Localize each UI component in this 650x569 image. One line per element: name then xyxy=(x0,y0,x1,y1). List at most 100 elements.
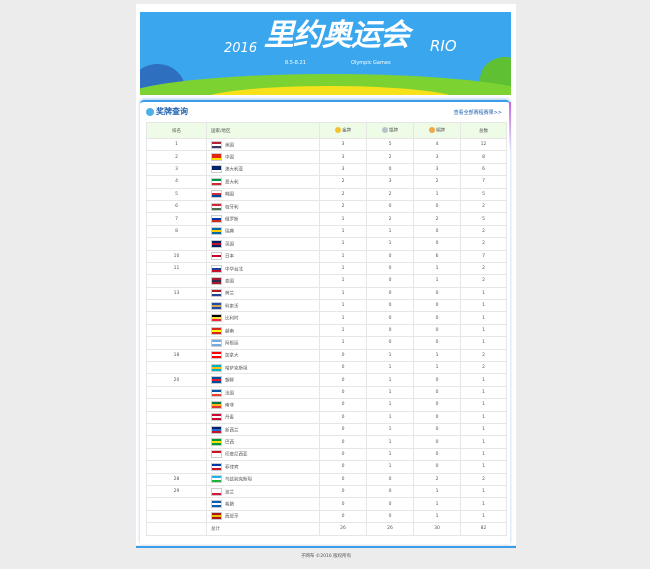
country-name: 朝鲜 xyxy=(225,378,234,384)
bronze-cell: 0 xyxy=(413,311,461,325)
silver-cell: 0 xyxy=(366,199,414,214)
country-flag-icon xyxy=(211,165,222,174)
country-name: 日本 xyxy=(225,254,234,260)
country-cell: 波兰 xyxy=(206,484,320,499)
bronze-cell: 0 xyxy=(413,447,461,462)
gold-cell: 1 xyxy=(319,212,367,226)
table-row: 阿根廷 1 0 0 1 xyxy=(146,336,507,350)
bronze-cell: 1 xyxy=(413,361,461,375)
country-flag-icon xyxy=(211,326,222,335)
gold-cell: 0 xyxy=(319,385,367,400)
view-all-results-link[interactable]: 查看全部赛程赛果>> xyxy=(453,110,502,116)
table-row: 28 乌兹别克斯坦 0 0 2 2 xyxy=(146,472,507,486)
country-flag-icon xyxy=(211,450,222,459)
bronze-cell: 0 xyxy=(413,410,461,425)
rank-cell xyxy=(146,398,207,412)
rank-cell xyxy=(146,422,207,437)
total-cell: 1 xyxy=(460,398,507,412)
country-cell: 南非 xyxy=(206,398,320,412)
silver-cell: 5 xyxy=(366,137,414,152)
country-cell: 巴西 xyxy=(206,435,320,449)
table-row: 越南 1 0 0 1 xyxy=(146,323,507,338)
gold-cell: 3 xyxy=(319,162,367,177)
rank-cell xyxy=(146,274,207,288)
country-name: 匈牙利 xyxy=(225,205,239,211)
header-silver: 银牌 xyxy=(366,122,414,139)
rank-cell xyxy=(146,336,207,350)
header-silver-label: 银牌 xyxy=(389,128,398,134)
country-name: 新西兰 xyxy=(225,428,239,434)
rank-cell: 2 xyxy=(146,150,207,164)
bronze-cell: 0 xyxy=(413,199,461,214)
rank-cell xyxy=(146,522,207,536)
gold-medal-icon xyxy=(335,127,341,134)
country-flag-icon xyxy=(211,264,222,273)
silver-cell: 1 xyxy=(366,348,414,363)
rio-olympics-banner: 2016 里约奥运会 RIO 8.5-8.21 Olympic Games xyxy=(140,12,511,95)
bronze-cell: 3 xyxy=(413,162,461,177)
header-gold: 金牌 xyxy=(319,122,367,139)
country-name: 英国 xyxy=(225,242,234,248)
table-row: 11 中华台北 1 0 1 2 xyxy=(146,261,507,276)
gold-cell: 2 xyxy=(319,187,367,201)
bronze-cell: 0 xyxy=(413,323,461,338)
country-cell: 中华台北 xyxy=(206,261,320,276)
silver-cell: 1 xyxy=(366,224,414,239)
bronze-cell: 1 xyxy=(413,484,461,499)
table-row: 18 加拿大 0 1 1 2 xyxy=(146,348,507,363)
total-cell: 5 xyxy=(460,187,507,201)
table-row: 西班牙 0 0 1 1 xyxy=(146,509,507,524)
gold-cell: 1 xyxy=(319,261,367,276)
bronze-cell: 0 xyxy=(413,237,461,251)
country-name: 波兰 xyxy=(225,490,234,496)
gold-cell: 1 xyxy=(319,311,367,325)
total-cell: 1 xyxy=(460,373,507,387)
country-flag-icon xyxy=(211,487,222,496)
silver-cell: 1 xyxy=(366,460,414,474)
country-name: 希腊 xyxy=(225,502,234,508)
header-gold-label: 金牌 xyxy=(342,128,351,134)
gold-cell: 1 xyxy=(319,224,367,239)
country-cell: 希腊 xyxy=(206,497,320,511)
table-row: 科索沃 1 0 0 1 xyxy=(146,299,507,313)
country-flag-icon xyxy=(211,388,222,397)
table-row: 3 澳大利亚 3 0 3 6 xyxy=(146,162,507,177)
gold-total: 26 xyxy=(319,522,367,536)
gold-cell: 0 xyxy=(319,497,367,511)
silver-cell: 1 xyxy=(366,237,414,251)
country-cell: 乌兹别克斯坦 xyxy=(206,472,320,486)
country-cell: 朝鲜 xyxy=(206,373,320,387)
rank-cell xyxy=(146,299,207,313)
panel-title: 奖牌查询 xyxy=(146,106,188,117)
bronze-medal-icon xyxy=(429,127,435,134)
country-flag-icon xyxy=(211,239,222,248)
total-cell: 1 xyxy=(460,497,507,511)
country-cell: 意大利 xyxy=(206,175,320,189)
grand-total: 82 xyxy=(460,522,507,536)
table-row: 6 匈牙利 2 0 0 2 xyxy=(146,199,507,214)
country-flag-icon xyxy=(211,202,222,211)
gold-cell: 3 xyxy=(319,137,367,152)
country-name: 美国 xyxy=(225,143,234,149)
table-row: 10 日本 1 0 6 7 xyxy=(146,249,507,263)
bronze-cell: 4 xyxy=(413,137,461,152)
rank-cell xyxy=(146,311,207,325)
table-row: 南非 0 1 0 1 xyxy=(146,398,507,412)
rank-cell xyxy=(146,361,207,375)
total-row: 总计 26 26 30 82 xyxy=(146,522,507,536)
country-flag-icon xyxy=(211,314,222,323)
banner-rio: RIO xyxy=(430,37,457,55)
total-cell: 7 xyxy=(460,175,507,189)
bronze-cell: 1 xyxy=(413,274,461,288)
rank-cell xyxy=(146,460,207,474)
gold-cell: 3 xyxy=(319,150,367,164)
silver-cell: 0 xyxy=(366,162,414,177)
banner-subtitle: Olympic Games xyxy=(351,60,391,66)
gold-cell: 0 xyxy=(319,373,367,387)
total-cell: 12 xyxy=(460,137,507,152)
country-cell: 英国 xyxy=(206,237,320,251)
country-cell: 瑞典 xyxy=(206,224,320,239)
total-cell: 2 xyxy=(460,348,507,363)
bronze-cell: 1 xyxy=(413,509,461,524)
